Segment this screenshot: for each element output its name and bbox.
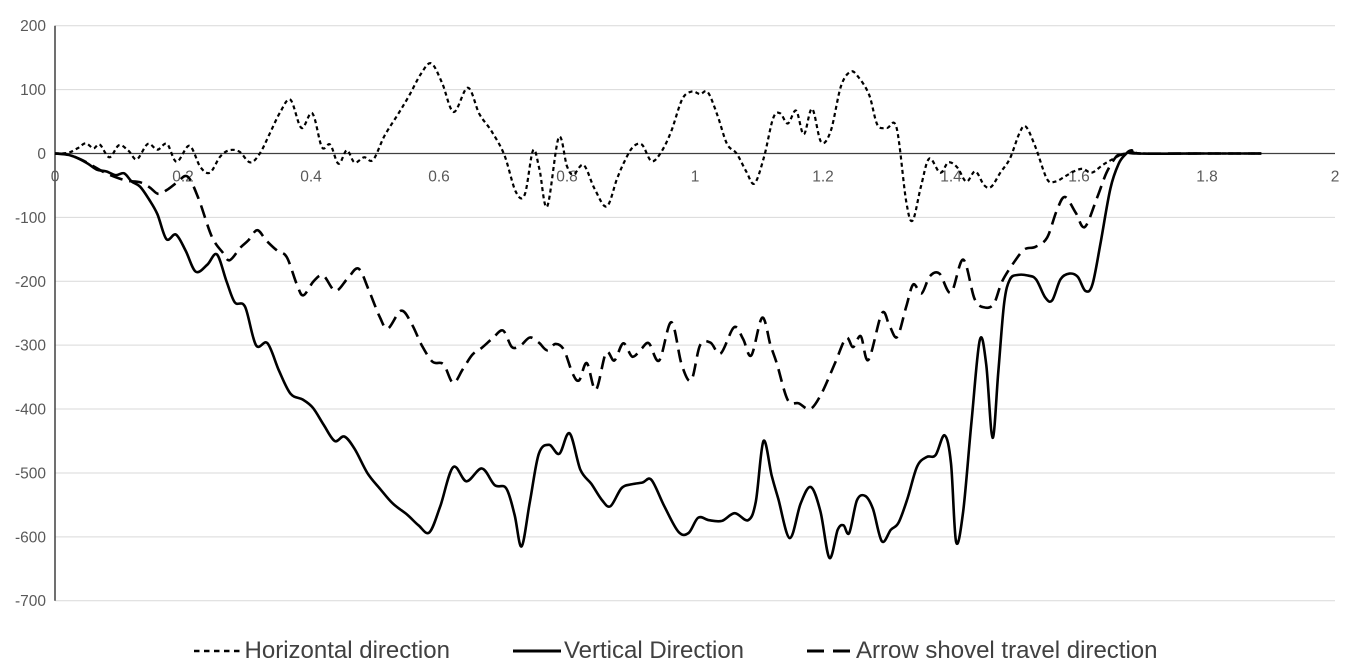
y-tick-label: -300	[15, 338, 46, 355]
y-tick-label: 200	[20, 18, 46, 35]
y-tick-label: -400	[15, 402, 46, 419]
legend-item-horizontal-direction: Horizontal direction	[193, 639, 450, 663]
x-tick-label: 1.6	[1068, 169, 1090, 186]
legend-item-arrow-shovel-travel-direction: Arrow shovel travel direction	[806, 639, 1157, 663]
y-tick-label: -600	[15, 529, 46, 546]
dotted-line-sample-icon	[193, 649, 242, 653]
solid-line-sample-icon	[512, 649, 561, 653]
x-tick-label: 0.8	[556, 169, 578, 186]
x-tick-label: 0.6	[428, 169, 450, 186]
y-tick-label: -200	[15, 274, 46, 291]
x-tick-label: 1.4	[940, 169, 962, 186]
y-tick-label: -500	[15, 465, 46, 482]
y-tick-label: -100	[15, 210, 46, 227]
legend-label-arrow-shovel-travel-direction: Arrow shovel travel direction	[856, 637, 1158, 664]
x-tick-label: 0.4	[300, 169, 322, 186]
legend-item-vertical-direction: Vertical Direction	[512, 639, 744, 663]
legend-label-vertical-direction: Vertical Direction	[563, 637, 745, 664]
x-tick-label: 0	[51, 169, 60, 186]
x-tick-label: 1.2	[812, 169, 834, 186]
y-tick-label: -700	[15, 593, 46, 610]
series-path-vertical-direction	[54, 149, 1262, 560]
x-tick-label: 1.8	[1196, 169, 1218, 186]
y-tick-label: 100	[20, 82, 46, 99]
chart-legend: Horizontal direction Vertical Direction …	[0, 639, 1350, 663]
series-path-arrow-shovel-travel-direction	[54, 150, 1262, 411]
legend-label-horizontal-direction: Horizontal direction	[244, 637, 450, 664]
x-tick-label: 1	[691, 169, 700, 186]
long-dash-line-sample-icon	[807, 649, 854, 653]
x-tick-label: 2	[1331, 169, 1340, 186]
series-path-horizontal-direction	[54, 62, 1262, 223]
y-tick-label: 0	[37, 146, 46, 163]
